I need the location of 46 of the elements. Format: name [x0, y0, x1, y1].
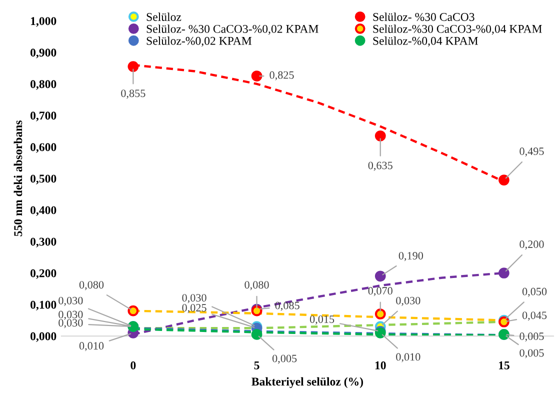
data-label: 0,010 [396, 353, 420, 362]
x-tick-label: 10 [375, 361, 386, 370]
legend-label: Selüloz-%0,04 KPAM [373, 36, 478, 47]
x-tick-label: 15 [499, 361, 510, 370]
y-tick-label: 0,900 [30, 48, 56, 58]
data-label: 0,050 [522, 288, 547, 297]
data-label: 0,030 [58, 296, 83, 306]
y-tick-label: 0,500 [30, 174, 56, 184]
data-label: 0,825 [270, 71, 294, 80]
data-label: 0,080 [244, 281, 269, 290]
legend-label: Selüloz- %30 CaCO3 [373, 12, 474, 21]
data-label: 0,015 [310, 315, 334, 325]
legend-label: Selüloz-%0,02 KPAM [146, 36, 252, 47]
y-tick-label: 0,700 [30, 112, 56, 122]
y-tick-label: 0,400 [30, 206, 56, 216]
data-label: 0,080 [79, 281, 104, 290]
data-label: 0,005 [272, 354, 297, 364]
legend-label: Selüloz- %30 CaCO3-%0,02 KPAM [146, 24, 318, 35]
data-label: 0,635 [368, 162, 392, 171]
legend-label: Selüloz-%30 CaCO3-%0,04 KPAM [373, 24, 542, 35]
data-label: 0,030 [58, 310, 83, 320]
x-tick-label: 5 [254, 362, 260, 370]
y-tick-label: 1,000 [31, 17, 56, 27]
data-label: 0,855 [121, 90, 146, 99]
data-label: 0,010 [79, 342, 104, 352]
data-label: 0,005 [520, 332, 544, 342]
data-label: 0,190 [398, 252, 424, 262]
data-label: 0,045 [522, 312, 547, 321]
data-label: 0,030 [58, 319, 83, 328]
y-tick-label: 0,200 [30, 269, 56, 279]
data-label: 0,005 [520, 349, 544, 358]
y-tick-label: 0,800 [30, 80, 56, 90]
y-axis-title: 550 nm deki absorbans [14, 120, 22, 236]
y-tick-label: 0,000 [30, 332, 56, 342]
x-axis-title: Bakteriyel selüloz (%) [252, 377, 363, 388]
data-label: 0,030 [182, 294, 206, 304]
y-tick-label: 0,100 [30, 300, 56, 310]
data-label: 0,030 [396, 296, 420, 306]
data-label: 0,200 [520, 240, 544, 250]
legend-label: Selüloz [146, 12, 182, 21]
data-label: 0,085 [275, 302, 300, 311]
y-tick-label: 0,600 [30, 143, 56, 153]
y-tick-label: 0,300 [30, 238, 56, 248]
data-label: 0,070 [368, 287, 392, 296]
x-tick-label: 0 [130, 361, 136, 370]
data-label: 0,495 [520, 148, 544, 157]
